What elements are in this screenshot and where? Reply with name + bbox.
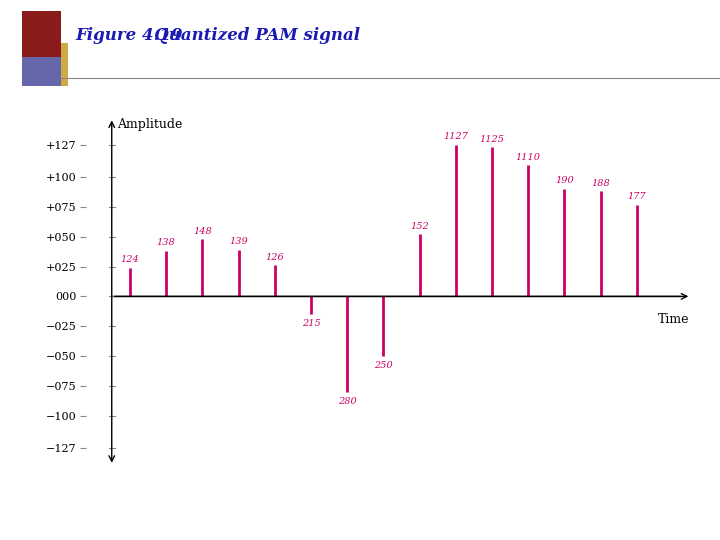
Text: 188: 188 xyxy=(591,179,610,188)
Bar xyxy=(22,57,61,86)
Bar xyxy=(22,11,61,62)
Text: Quantized PAM signal: Quantized PAM signal xyxy=(137,26,360,44)
Text: Amplitude: Amplitude xyxy=(117,118,183,131)
Text: 215: 215 xyxy=(302,319,320,328)
Text: 250: 250 xyxy=(374,361,392,370)
Text: 280: 280 xyxy=(338,396,356,406)
Text: 124: 124 xyxy=(120,255,139,264)
Text: 139: 139 xyxy=(229,237,248,246)
Text: 1127: 1127 xyxy=(444,132,468,141)
Text: 152: 152 xyxy=(410,222,429,231)
Text: 1125: 1125 xyxy=(480,135,505,144)
Text: 1110: 1110 xyxy=(516,153,541,161)
Text: 126: 126 xyxy=(266,253,284,262)
Bar xyxy=(40,43,68,86)
Text: Time: Time xyxy=(658,313,689,326)
Text: Figure 4.19: Figure 4.19 xyxy=(76,26,183,44)
Text: 148: 148 xyxy=(193,227,212,235)
Text: 138: 138 xyxy=(157,239,176,247)
Text: 177: 177 xyxy=(628,192,647,201)
Text: 190: 190 xyxy=(555,177,574,186)
